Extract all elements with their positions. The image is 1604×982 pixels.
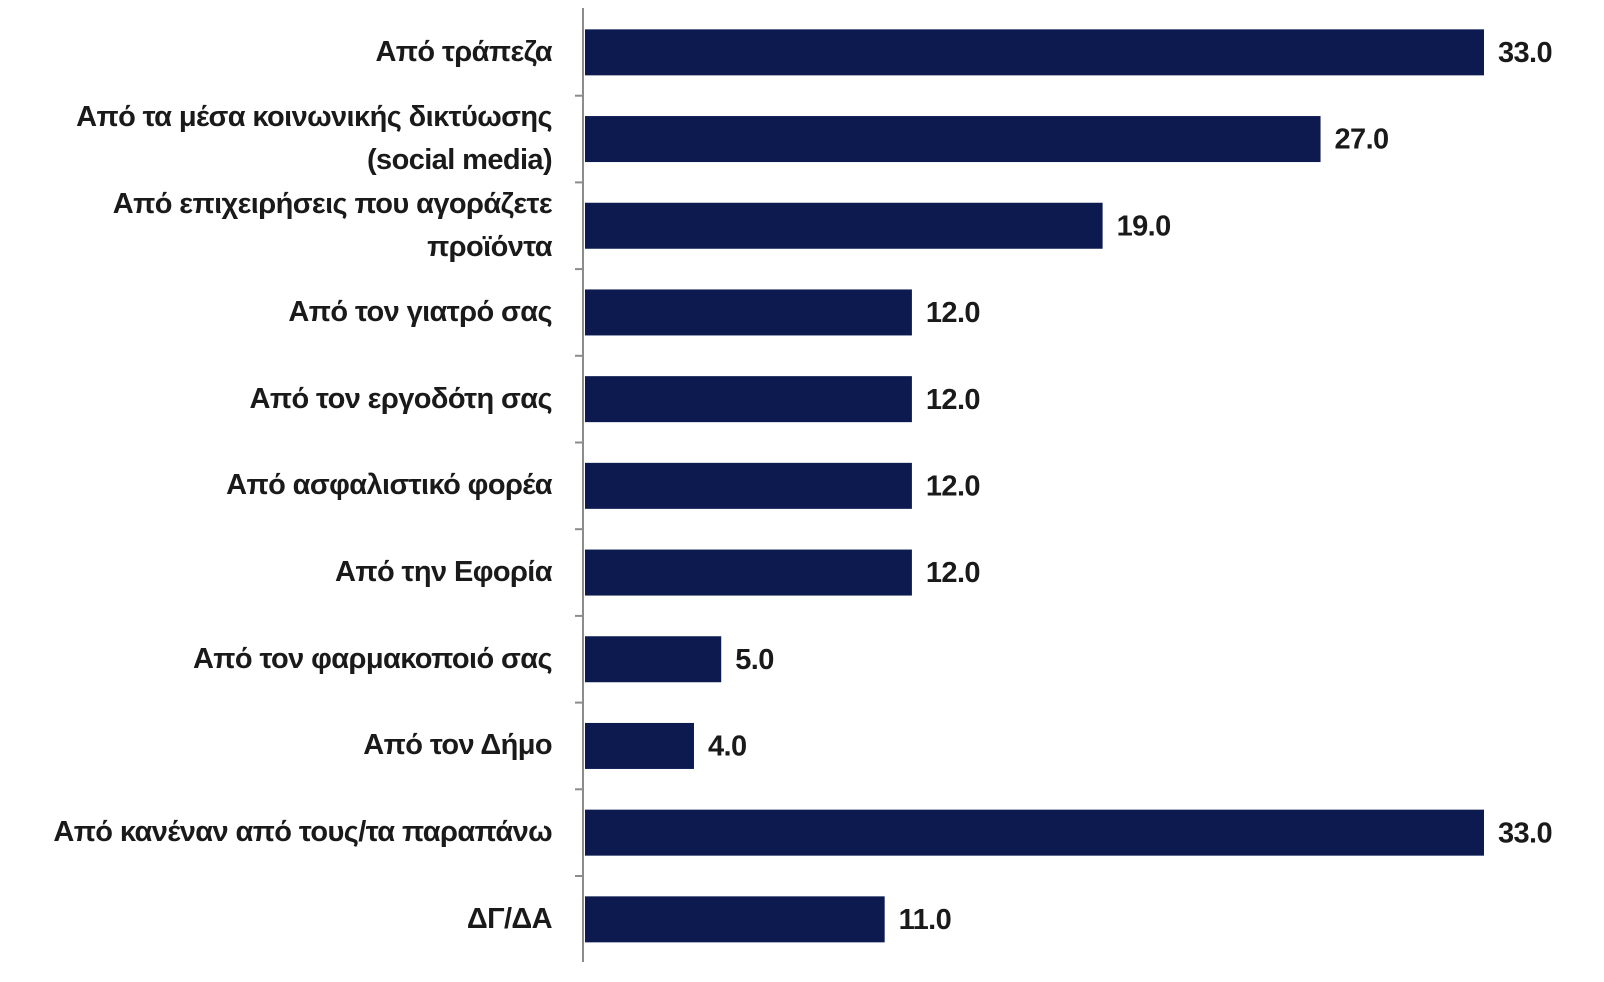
category-label-box: Από τον φαρμακοποιό σας [0, 616, 553, 702]
category-label: Από την Εφορία [335, 556, 553, 589]
bar [585, 722, 694, 769]
bar [585, 809, 1484, 856]
value-label: 4.0 [708, 731, 747, 763]
value-label: 5.0 [735, 644, 774, 676]
bar [585, 549, 912, 596]
value-label: 33.0 [1498, 37, 1552, 69]
category-label: Από τράπεζα [375, 35, 552, 68]
category-label-box: ΔΓ/ΔΑ [0, 876, 553, 962]
bar [585, 289, 912, 336]
value-label: 19.0 [1117, 210, 1171, 242]
value-label: 33.0 [1498, 817, 1552, 849]
category-label-box: Από κανέναν από τους/τα παραπάνω [0, 790, 552, 876]
category-label: Από τον Δήμο [363, 729, 552, 762]
bar [585, 116, 1321, 163]
category-label-box: Από τον γιατρό σας [0, 269, 552, 355]
category-label: Από κανέναν από τους/τα παραπάνω [53, 816, 552, 849]
value-label: 11.0 [899, 904, 951, 936]
bar [585, 462, 912, 509]
category-label-box: Από τράπεζα [0, 9, 552, 95]
bar [585, 636, 722, 683]
category-label: Από τον εργοδότη σας [249, 382, 553, 415]
value-label: 12.0 [926, 297, 980, 329]
bar [585, 202, 1103, 249]
value-label: 12.0 [926, 557, 980, 589]
category-label: Από επιχειρήσεις που αγοράζετε προϊόντα [112, 187, 553, 263]
category-label: Από τον γιατρό σας [288, 295, 552, 328]
category-label: Από τον φαρμακοποιό σας [192, 642, 553, 675]
value-label: 12.0 [926, 384, 980, 416]
category-label: Από τα μέσα κοινωνικής δικτύωσης (social… [76, 101, 552, 177]
bar [585, 376, 912, 423]
value-label: 12.0 [926, 471, 980, 503]
category-label: Από ασφαλιστικό φορέα [226, 469, 552, 502]
category-label-box: Από τα μέσα κοινωνικής δικτύωσης (social… [0, 96, 552, 182]
category-label-box: Από την Εφορία [0, 530, 553, 616]
category-label: ΔΓ/ΔΑ [466, 902, 553, 935]
bar [585, 896, 885, 943]
category-label-box: Από επιχειρήσεις που αγοράζετε προϊόντα [0, 183, 553, 269]
category-label-box: Από ασφαλιστικό φορέα [0, 443, 552, 529]
category-label-box: Από τον Δήμο [0, 703, 552, 789]
category-label-box: Από τον εργοδότη σας [0, 356, 553, 442]
value-label: 27.0 [1335, 124, 1389, 156]
bar [585, 29, 1484, 76]
